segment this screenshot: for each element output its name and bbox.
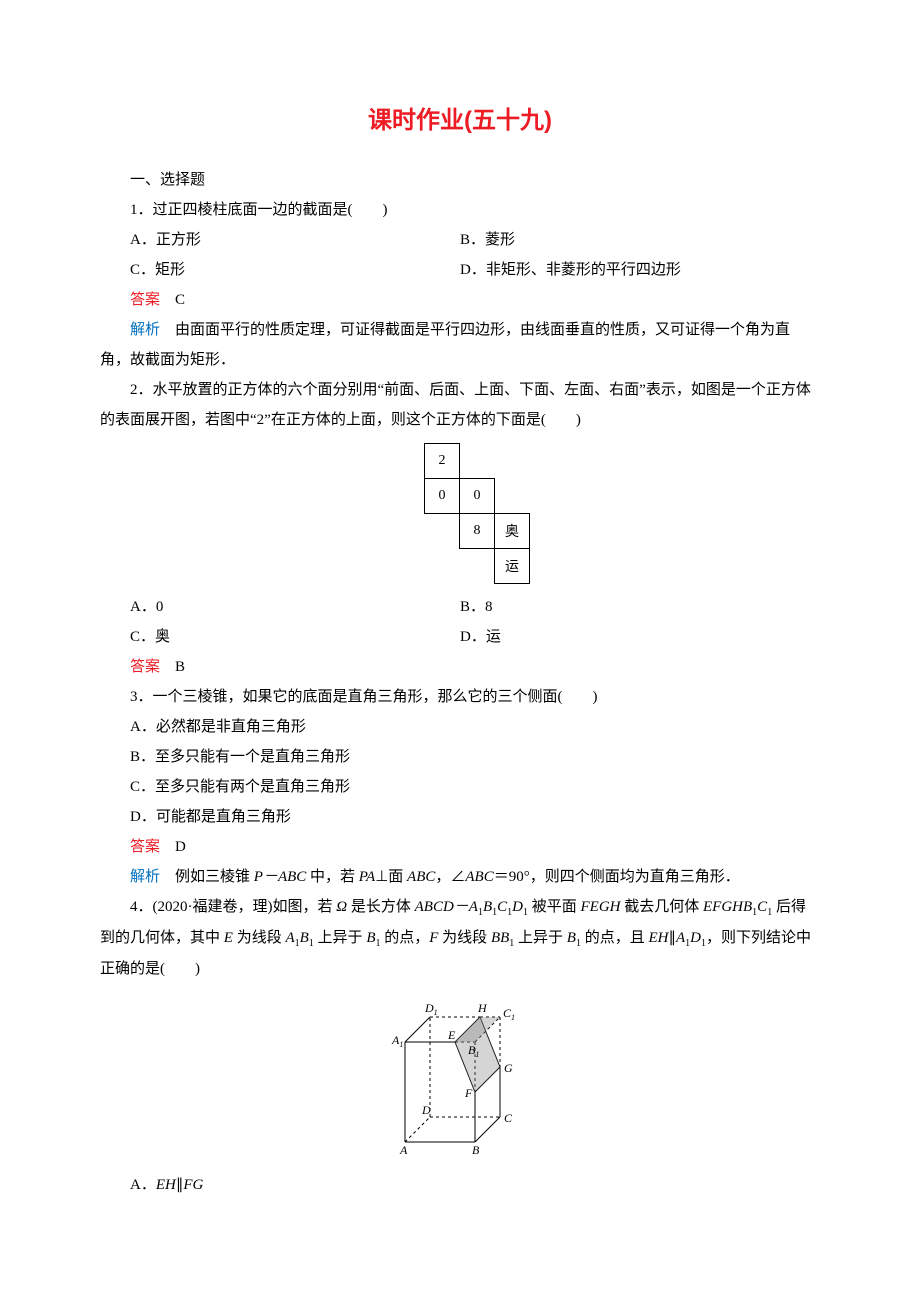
t: EH [648, 930, 668, 946]
q2-net-figure: 2 0 0 8 奥 运 [100, 443, 820, 584]
net-cell-0a: 0 [425, 479, 460, 514]
svg-text:D1: D1 [424, 1001, 438, 1017]
answer-value: C [160, 292, 185, 308]
t: ，∠ [435, 869, 465, 885]
q3-analysis: 解析 例如三棱锥 P－ABC 中，若 PA⊥面 ABC，∠ABC＝90°，则四个… [100, 862, 820, 892]
t: PA [359, 869, 375, 885]
q1-stem: 1．过正四棱柱底面一边的截面是( ) [100, 195, 820, 225]
t: Ω [336, 899, 351, 915]
net-cell-0b: 0 [460, 479, 495, 514]
t: 被平面 [528, 899, 581, 915]
q2-opt-c: C．奥 [100, 622, 460, 652]
t: FEGH [581, 899, 625, 915]
t: 4．(2020·福建卷，理)如图，若 [130, 899, 336, 915]
t: 的点， [380, 930, 429, 946]
t: ABCD－A [415, 899, 478, 915]
q2-opt-a: A．0 [100, 592, 460, 622]
t: 上异于 [514, 930, 567, 946]
t: 为线段 [442, 930, 491, 946]
t: ⊥面 [375, 869, 407, 885]
q1-analysis: 解析 由面面平行的性质定理，可证得截面是平行四边形，由线面垂直的性质，又可证得一… [100, 315, 820, 375]
answer-value: B [160, 659, 185, 675]
t: ABC [465, 869, 493, 885]
svg-text:G: G [504, 1061, 513, 1075]
q2-answer: 答案 B [100, 652, 820, 682]
t: C [497, 899, 507, 915]
q3-answer: 答案 D [100, 832, 820, 862]
t: EFGHB [703, 899, 752, 915]
analysis-label: 解析 [130, 322, 160, 338]
t: FG [183, 1177, 203, 1193]
q3-opt-a: A．必然都是非直角三角形 [100, 712, 820, 742]
answer-label: 答案 [130, 839, 160, 855]
svg-text:C1: C1 [503, 1006, 515, 1022]
t: ∥ [668, 930, 676, 946]
t: B [483, 899, 492, 915]
analysis-text: 由面面平行的性质定理，可证得截面是平行四边形，由线面垂直的性质，又可证得一个角为… [100, 322, 790, 368]
q2-stem: 2．水平放置的正方体的六个面分别用“前面、后面、上面、下面、左面、右面”表示，如… [100, 375, 820, 435]
t: ＝90°，则四个侧面均为直角三角形． [494, 869, 740, 885]
t: B [567, 930, 576, 946]
t: D [512, 899, 523, 915]
svg-text:H: H [477, 1001, 488, 1015]
q1-opt-b: B．菱形 [460, 225, 820, 255]
q3-opt-d: D．可能都是直角三角形 [100, 802, 820, 832]
t: A． [130, 1177, 156, 1193]
t: EH [156, 1177, 176, 1193]
t: 是长方体 [351, 899, 415, 915]
t: D [690, 930, 701, 946]
answer-label: 答案 [130, 292, 160, 308]
q1-opt-d: D．非矩形、非菱形的平行四边形 [460, 255, 820, 285]
t: A [285, 930, 294, 946]
net-cell-ao: 奥 [495, 514, 530, 549]
net-cell-8: 8 [460, 514, 495, 549]
t: ABC [407, 869, 435, 885]
svg-text:A1: A1 [391, 1033, 403, 1049]
q4-stem: 4．(2020·福建卷，理)如图，若 Ω 是长方体 ABCD－A1B1C1D1 … [100, 892, 820, 984]
q3-opt-c: C．至多只能有两个是直角三角形 [100, 772, 820, 802]
t: 的点，且 [581, 930, 649, 946]
q1-options-row2: C．矩形 D．非矩形、非菱形的平行四边形 [100, 255, 820, 285]
q1-opt-c: C．矩形 [100, 255, 460, 285]
t: 为线段 [237, 930, 286, 946]
q4-opt-a: A．EH∥FG [100, 1170, 820, 1200]
t: 截去几何体 [624, 899, 703, 915]
answer-value: D [160, 839, 186, 855]
q3-opt-b: B．至多只能有一个是直角三角形 [100, 742, 820, 772]
svg-text:B: B [472, 1143, 480, 1157]
t: A [676, 930, 685, 946]
page: 课时作业(五十九) 一、选择题 1．过正四棱柱底面一边的截面是( ) A．正方形… [0, 0, 920, 1240]
t: 中，若 [310, 869, 359, 885]
section-heading: 一、选择题 [100, 165, 820, 195]
q4-diagram: D1 H C1 A1 E B1 G D F C A B [100, 992, 820, 1162]
t: 例如三棱锥 [160, 869, 254, 885]
net-cell-yun: 运 [495, 549, 530, 584]
svg-text:C: C [504, 1111, 513, 1125]
q1-answer: 答案 C [100, 285, 820, 315]
svg-text:F: F [464, 1086, 473, 1100]
cuboid-svg: D1 H C1 A1 E B1 G D F C A B [370, 992, 550, 1162]
t: BB [491, 930, 509, 946]
q2-options-row1: A．0 B．8 [100, 592, 820, 622]
net-cell-2: 2 [425, 444, 460, 479]
q3-stem: 3．一个三棱锥，如果它的底面是直角三角形，那么它的三个侧面( ) [100, 682, 820, 712]
analysis-label: 解析 [130, 869, 160, 885]
t: C [757, 899, 767, 915]
q1-options-row1: A．正方形 B．菱形 [100, 225, 820, 255]
t: E [224, 930, 237, 946]
t: B [300, 930, 309, 946]
page-title: 课时作业(五十九) [100, 100, 820, 135]
t: P－ABC [254, 869, 310, 885]
svg-text:D: D [421, 1103, 431, 1117]
cube-net: 2 0 0 8 奥 运 [390, 443, 530, 584]
q2-opt-d: D．运 [460, 622, 820, 652]
q2-opt-b: B．8 [460, 592, 820, 622]
t: F [429, 930, 442, 946]
svg-text:A: A [399, 1143, 408, 1157]
q2-options-row2: C．奥 D．运 [100, 622, 820, 652]
q1-opt-a: A．正方形 [100, 225, 460, 255]
answer-label: 答案 [130, 659, 160, 675]
t: 上异于 [314, 930, 367, 946]
svg-text:E: E [447, 1028, 456, 1042]
